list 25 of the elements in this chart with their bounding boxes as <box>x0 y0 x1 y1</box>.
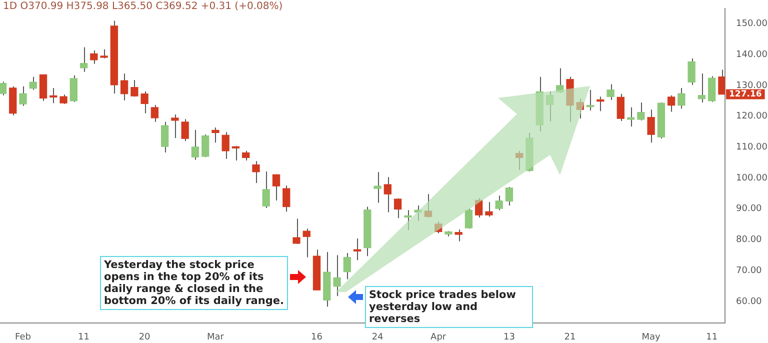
y-tick-label: 80.00 <box>736 235 762 246</box>
x-tick-label: 13 <box>504 332 515 343</box>
y-tick-label: 70.00 <box>736 266 762 276</box>
x-tick-label: Apr <box>430 332 446 343</box>
x-tick-label: 11 <box>78 332 90 343</box>
annotation: Stock price trades below yesterday low and reverses <box>365 286 533 328</box>
y-tick-label: 150.00 <box>736 19 768 30</box>
x-tick-label: Feb <box>15 332 32 343</box>
annotation: Yesterday the stock price opens in the top 20% of its daily range & closed in the bottom 20% of its daily range. <box>100 256 288 310</box>
y-tick-label: 90.00 <box>736 204 762 214</box>
chart-title: 1D O370.99 H375.98 L365.50 C369.52 +0.31 (+0.08%) <box>3 1 283 12</box>
x-tick-label: 21 <box>564 332 576 343</box>
x-tick-label: May <box>642 332 662 343</box>
y-tick-label: 120.00 <box>736 112 768 122</box>
y-tick-label: 100.00 <box>736 173 768 184</box>
x-tick-label: 24 <box>372 332 384 343</box>
y-tick-label: 130.00 <box>736 80 768 91</box>
y-tick-label: 110.00 <box>736 142 768 153</box>
x-tick-label: Mar <box>206 332 224 343</box>
text: 127.16 <box>729 89 762 100</box>
y-tick-label: 60.00 <box>736 296 762 307</box>
x-tick-label: 11 <box>706 332 718 343</box>
y-tick-label: 140.00 <box>736 50 768 60</box>
x-tick-label: 20 <box>138 332 151 343</box>
x-tick-label: 16 <box>311 332 323 343</box>
